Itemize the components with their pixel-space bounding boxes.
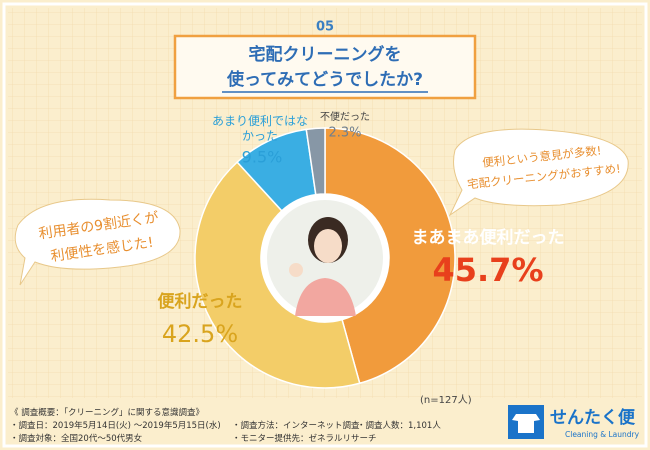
value-label: 9.5% [242, 148, 283, 167]
title-line: 宅配クリーニングを [249, 44, 402, 65]
title-box [173, 34, 477, 100]
survey-note: ・調査人数：1,101人 [357, 421, 441, 431]
photo-hand [289, 263, 303, 277]
photo-face [314, 229, 342, 263]
photo-figure [295, 278, 356, 316]
category-label: まあまあ便利だった [412, 227, 565, 248]
section-number: 05 [316, 20, 334, 35]
sample-size: (n=127人) [420, 394, 472, 406]
category-label: 便利だった [158, 291, 243, 312]
value-label: 45.7% [432, 251, 543, 289]
logo-subtext: Cleaning & Laundry [565, 430, 640, 439]
logo-text: せんたく便 [550, 407, 636, 428]
logo-shirt [512, 414, 540, 433]
survey-note: 《 調査概要：「クリーニング」に関する意識調査》 [10, 408, 204, 418]
survey-note: ・モニター提供先：ゼネラルリサーチ [232, 434, 377, 444]
value-label: 2.3% [328, 126, 361, 141]
value-label: 42.5% [162, 320, 238, 348]
survey-note: ・調査対象：全国20代～50代男女 [10, 434, 143, 444]
category-label: 不便だった [320, 110, 370, 123]
survey-note: ・調査方法：インターネット調査 [232, 421, 360, 431]
callout-bubble [448, 128, 629, 217]
survey-note: ・調査日：2019年5月14日(火) ～2019年5月15日(水) [10, 421, 221, 431]
category-label: あまり便利ではなかった [212, 114, 309, 143]
title-line: 使ってみてどうでしたか? [226, 69, 423, 90]
callout-bubble [14, 198, 181, 286]
